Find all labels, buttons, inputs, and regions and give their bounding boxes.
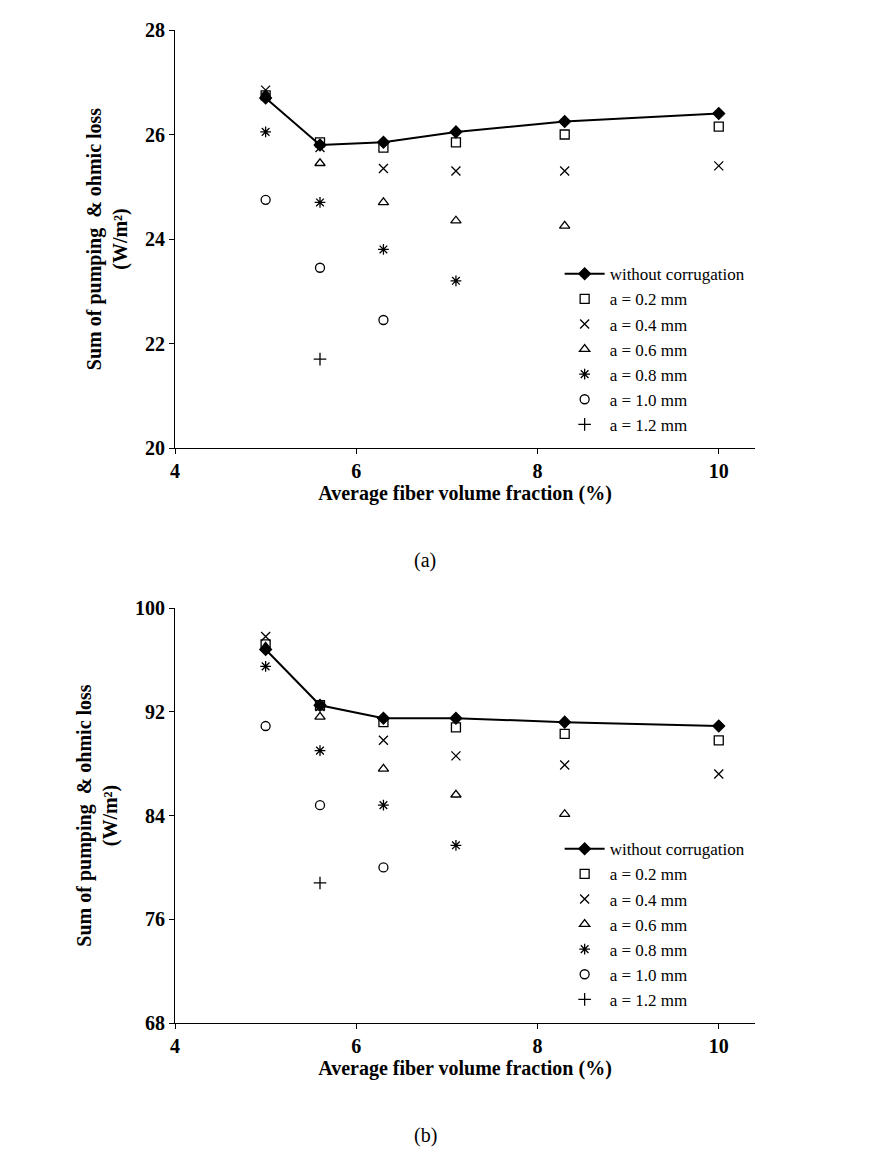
svg-text:4: 4: [170, 460, 180, 482]
svg-text:6: 6: [351, 460, 361, 482]
svg-text:22: 22: [145, 333, 165, 355]
svg-text:Average fiber volume fraction: Average fiber volume fraction (%): [318, 1057, 612, 1080]
svg-text:6: 6: [351, 1035, 361, 1057]
svg-text:100: 100: [135, 597, 165, 619]
svg-text:8: 8: [533, 1035, 543, 1057]
svg-text:a = 0.6 mm: a = 0.6 mm: [610, 341, 688, 360]
svg-text:Sum of pumping & ohmic loss(W: Sum of pumping & ohmic loss(W/m²): [83, 108, 132, 370]
svg-text:8: 8: [533, 460, 543, 482]
svg-text:92: 92: [145, 701, 165, 723]
svg-text:20: 20: [145, 437, 165, 459]
svg-text:without corrugation: without corrugation: [610, 840, 745, 859]
svg-text:4: 4: [170, 1035, 180, 1057]
svg-text:26: 26: [145, 124, 165, 146]
svg-text:without corrugation: without corrugation: [610, 265, 745, 284]
svg-text:Sum of pumping & ohmic loss(W: Sum of pumping & ohmic loss(W/m²): [73, 684, 122, 946]
svg-text:a = 0.8 mm: a = 0.8 mm: [610, 941, 688, 960]
svg-text:28: 28: [145, 19, 165, 41]
svg-text:a = 1.2 mm: a = 1.2 mm: [610, 991, 688, 1010]
svg-text:a = 0.4 mm: a = 0.4 mm: [610, 891, 688, 910]
svg-text:a = 0.8 mm: a = 0.8 mm: [610, 366, 688, 385]
svg-text:84: 84: [145, 805, 165, 827]
svg-text:Average fiber volume fraction: Average fiber volume fraction (%): [318, 482, 612, 505]
svg-text:a = 1.0 mm: a = 1.0 mm: [610, 391, 688, 410]
svg-text:10: 10: [709, 460, 729, 482]
svg-text:a = 0.4 mm: a = 0.4 mm: [610, 316, 688, 335]
svg-text:a = 0.6 mm: a = 0.6 mm: [610, 916, 688, 935]
svg-text:(a): (a): [414, 549, 436, 572]
svg-text:76: 76: [145, 908, 165, 930]
svg-text:(b): (b): [414, 1124, 437, 1147]
svg-text:a = 0.2 mm: a = 0.2 mm: [610, 865, 688, 884]
svg-text:24: 24: [145, 228, 165, 250]
svg-text:68: 68: [145, 1012, 165, 1034]
svg-text:10: 10: [709, 1035, 729, 1057]
svg-text:a = 1.2 mm: a = 1.2 mm: [610, 416, 688, 435]
svg-text:a = 1.0 mm: a = 1.0 mm: [610, 966, 688, 985]
svg-text:a = 0.2 mm: a = 0.2 mm: [610, 290, 688, 309]
